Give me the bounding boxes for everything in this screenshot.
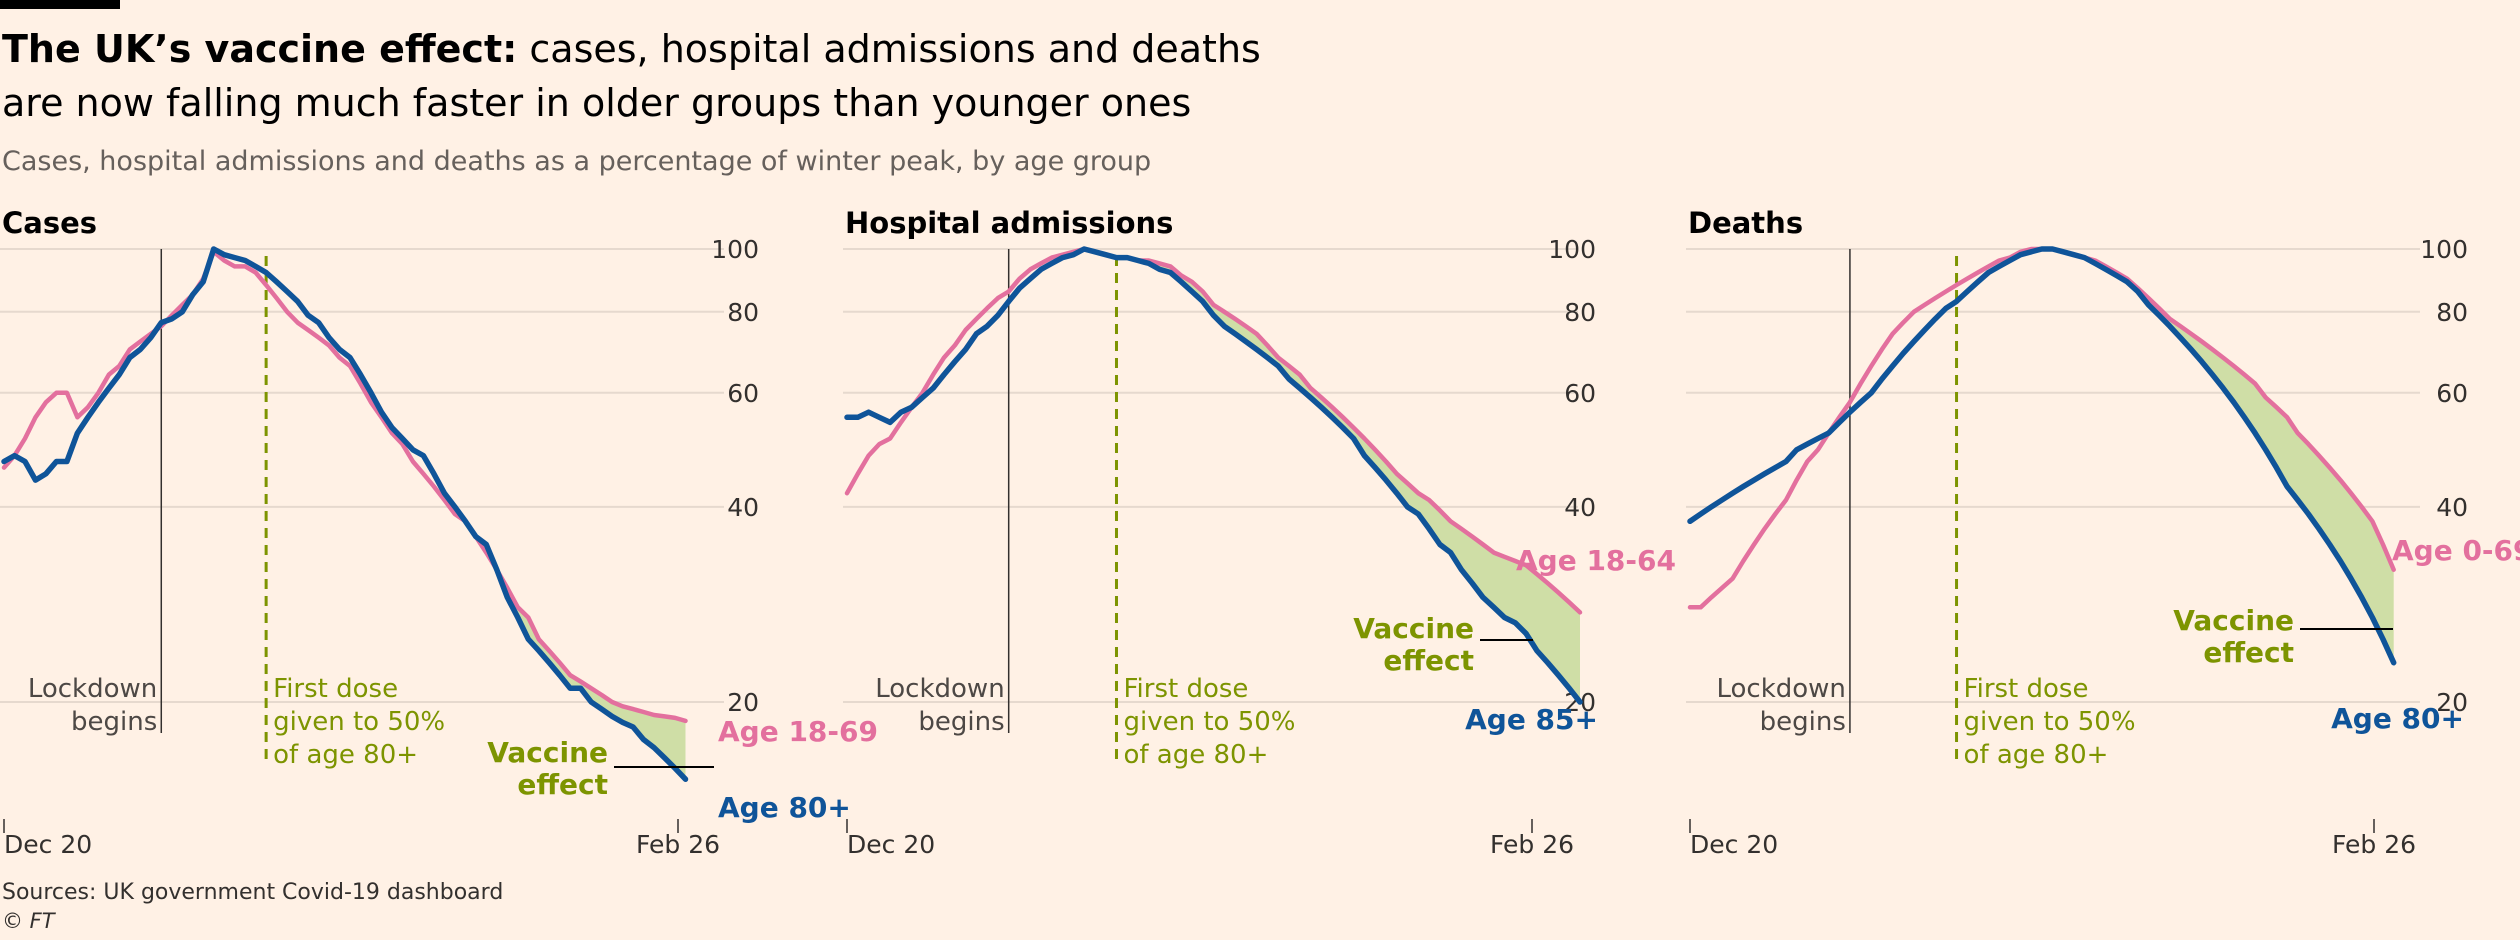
x-tick-label: Feb 26 [636,830,720,859]
series-line-age-18-69 [1,249,688,724]
y-tick-label: 40 [2436,493,2468,522]
vaccine-effect-label: Vaccine [1353,612,1474,645]
series-label-older: Age 80+ [718,791,851,824]
lockdown-label: Lockdown [875,674,1004,704]
panel-title: Hospital admissions [845,206,1173,240]
lockdown-label: Lockdown [1716,674,1845,704]
series-label-older: Age 80+ [2331,702,2464,735]
y-tick-label: 20 [727,688,759,717]
chart-panel-cases: Cases 20 40 60 80 100 Dec 20 Feb 26 Lockdownbegi… [0,206,878,859]
series-line-age-85- [844,246,1583,705]
vaccine-effect-label: Vaccine [487,736,608,769]
y-tick-label: 60 [727,379,759,408]
first-dose-label: First dose [1123,674,1248,704]
y-tick-label: 100 [2420,235,2468,264]
x-tick-label: Dec 20 [847,830,935,859]
first-dose-label: of age 80+ [1123,740,1268,770]
vaccine-effect-area [2095,260,2394,663]
vaccine-effect-area [507,587,686,780]
y-tick-label: 80 [1564,298,1596,327]
lockdown-label: begins [918,707,1004,737]
vaccine-effect-label: effect [1383,644,1474,677]
vaccine-effect-label: effect [2203,636,2294,669]
lockdown-label: begins [1760,707,1846,737]
lockdown-label: Lockdown [28,674,157,704]
y-tick-label: 60 [1564,379,1596,408]
headline-bold: The UK’s vaccine effect: [2,27,518,71]
copyright: © FT [2,909,55,933]
y-tick-label: 100 [1548,235,1596,264]
x-tick-label: Feb 26 [1490,830,1574,859]
series-label-younger: Age 0-69 [2392,534,2520,567]
lockdown-label: begins [71,707,157,737]
x-tick-label: Dec 20 [4,830,92,859]
first-dose-label: of age 80+ [273,740,418,770]
x-tick-label: Dec 20 [1690,830,1778,859]
first-dose-label: given to 50% [273,707,445,737]
series-line-age-80- [1687,246,2397,666]
first-dose-label: given to 50% [1964,707,2136,737]
y-tick-label: 40 [1564,493,1596,522]
y-tick-label: 100 [711,235,759,264]
series-label-older: Age 85+ [1465,703,1598,736]
panel-title: Cases [2,206,97,240]
y-tick-label: 80 [727,298,759,327]
series-line-age-80- [1,246,689,782]
first-dose-label: given to 50% [1123,707,1295,737]
vaccine-effect-label: Vaccine [2173,604,2294,637]
first-dose-label: First dose [1964,674,2089,704]
headline-rest: cases, hospital admissions and deaths ar… [2,27,1261,125]
y-tick-label: 80 [2436,298,2468,327]
source-note: Sources: UK government Covid-19 dashboar… [2,880,504,905]
vaccine-effect-label: effect [517,768,608,801]
panel-title: Deaths [1688,206,1803,240]
brand-bar [0,0,120,9]
chart-panel-deaths: Deaths 20 40 60 80 100 Dec 20 Feb 26 Lockdownbeg… [1686,206,2520,859]
y-tick-label: 20 [2436,688,2468,717]
first-dose-label: First dose [273,674,398,704]
series-label-younger: Age 18-64 [1516,544,1676,577]
subtitle: Cases, hospital admissions and deaths as… [2,146,1152,177]
series-label-younger: Age 18-69 [718,715,878,748]
headline: The UK’s vaccine effect: cases, hospital… [2,22,1302,130]
series-line-age-18-64 [844,246,1583,615]
y-tick-label: 40 [727,493,759,522]
y-tick-label: 60 [2436,379,2468,408]
x-tick-label: Feb 26 [2332,830,2416,859]
first-dose-label: of age 80+ [1964,740,2109,770]
